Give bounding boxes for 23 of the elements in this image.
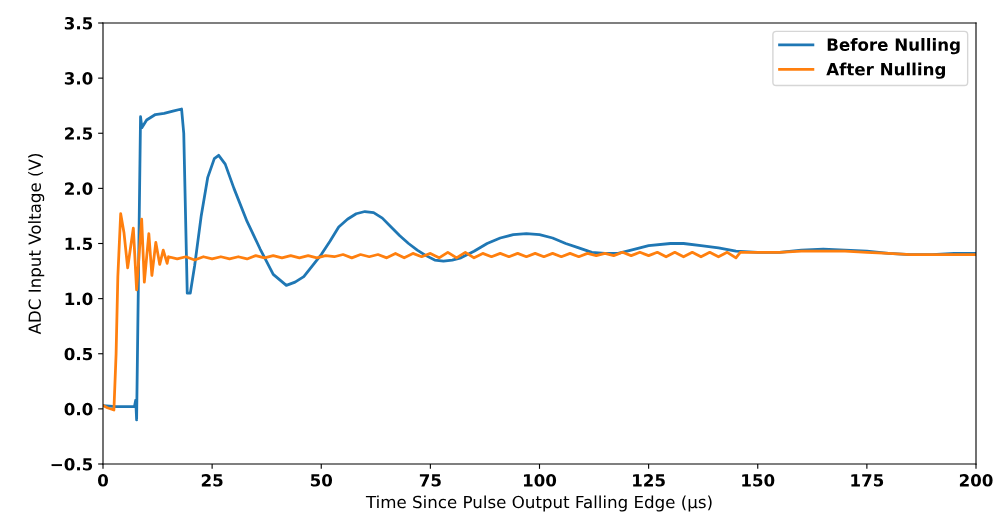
- y-tick-label: 2.5: [65, 127, 93, 140]
- x-tick-label: 0: [98, 474, 108, 487]
- y-tick-label: 3.5: [64, 16, 93, 30]
- y-tick-label: 3.0: [64, 72, 93, 85]
- x-axis-title: Time Since Pulse Output Falling Edge (µs): [365, 495, 712, 512]
- x-tick-label: 125: [633, 474, 665, 487]
- y-axis-title: ADC Input Voltage (V): [28, 154, 45, 335]
- y-tick-label: 2.0: [65, 182, 93, 195]
- y-tick-label: 1.0: [65, 292, 93, 306]
- x-tick-label: 25: [201, 474, 223, 487]
- x-tick-label: 175: [851, 474, 884, 487]
- x-tick-label: 200: [959, 474, 993, 487]
- y-tick-label: 1.5: [65, 237, 93, 251]
- x-tick-label: 100: [523, 474, 557, 487]
- y-tick-label: 0.0: [64, 402, 93, 416]
- line-series: [103, 212, 976, 412]
- legend-label: After Nulling: [826, 62, 946, 79]
- y-tick-label: 0.5: [64, 347, 93, 361]
- x-tick-label: 50: [310, 474, 333, 487]
- x-tick-label: 150: [742, 474, 775, 487]
- legend-label: Before Nulling: [827, 38, 960, 55]
- x-tick-label: 75: [419, 474, 441, 487]
- y-tick-label: −0.5: [51, 457, 93, 471]
